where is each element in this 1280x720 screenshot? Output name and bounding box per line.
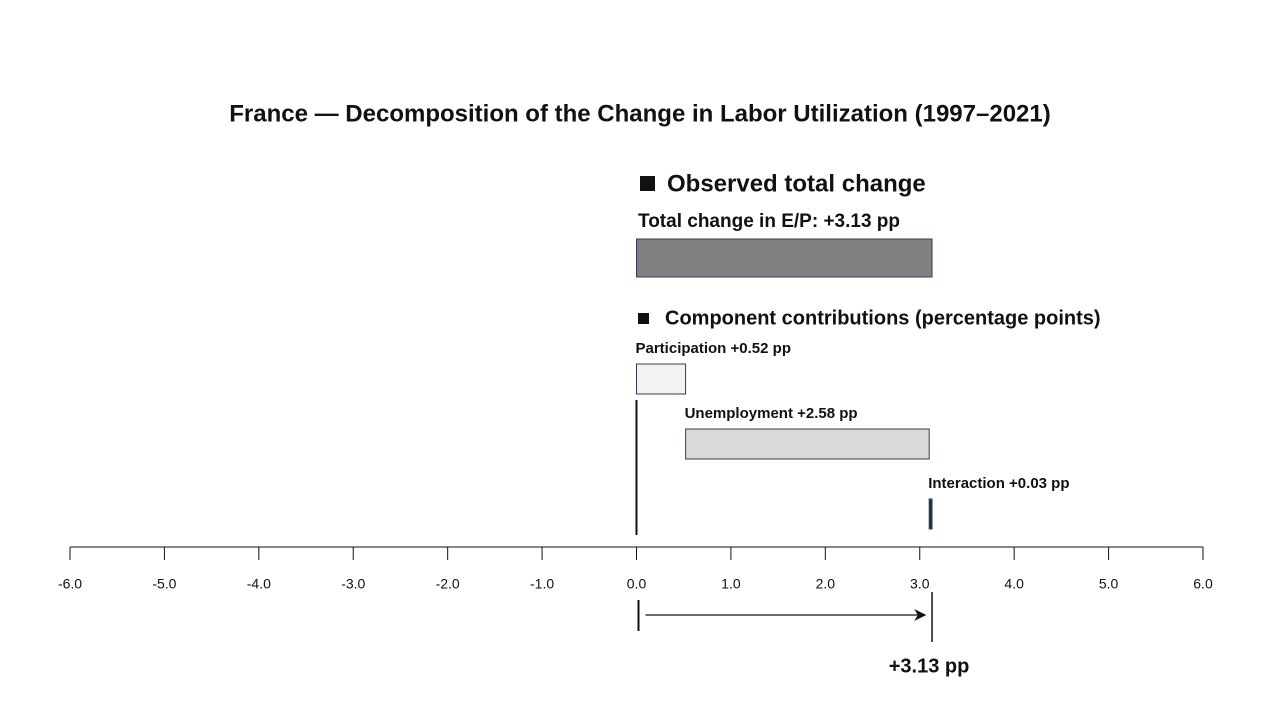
total-value-label: +3.13 pp [823,211,900,232]
component-value-label: +0.03 pp [1009,475,1069,492]
component-value-label: +0.52 pp [731,340,791,357]
x-tick-label: -4.0 [247,576,271,592]
section-marker [638,313,649,324]
x-tick-label: -3.0 [341,576,365,592]
x-tick-label: 4.0 [1004,576,1024,592]
component-name: Interaction [928,475,1005,492]
component-value-label: +2.58 pp [797,405,857,422]
total-annotation: +3.13 pp [889,655,970,677]
component-label: Participation +0.52 pp [636,340,791,357]
component-bar [928,498,933,530]
total-bar [636,238,933,278]
component-label: Interaction +0.03 pp [928,475,1069,492]
x-tick-label: 3.0 [910,576,930,592]
component-bar [636,363,687,395]
component-label: Unemployment +2.58 pp [685,405,858,422]
component-name: Unemployment [685,405,793,422]
chart-title: France — Decomposition of the Change in … [229,100,1050,127]
x-tick-label: 0.0 [627,576,647,592]
component-name: Participation [636,340,727,357]
x-tick-label: 6.0 [1193,576,1213,592]
x-tick-label: -6.0 [58,576,82,592]
x-tick-label: 1.0 [721,576,741,592]
section-heading: Observed total change [667,170,926,197]
x-tick-label: 5.0 [1099,576,1119,592]
total-label: Total change in E/P: +3.13 pp [638,211,900,232]
x-tick-label: -1.0 [530,576,554,592]
total-label-text: Total change in E/P: [638,211,818,232]
section-marker [640,176,655,191]
x-tick-label: -5.0 [152,576,176,592]
x-tick-label: 2.0 [816,576,836,592]
component-bar [685,428,930,460]
section-heading: Component contributions (percentage poin… [665,307,1101,329]
x-tick-label: -2.0 [436,576,460,592]
